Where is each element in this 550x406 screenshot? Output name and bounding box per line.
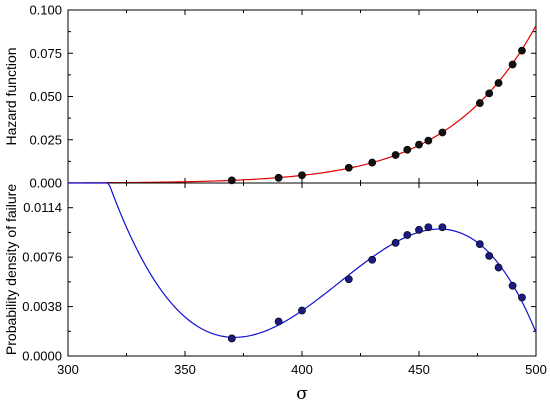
x-tick-label: 400 (291, 362, 313, 377)
pdf-plot-frame (67, 182, 537, 357)
hazard-data-point (274, 173, 283, 182)
hazard-y-tick-label: 0.000 (29, 176, 62, 191)
hazard-data-point (494, 79, 503, 87)
pdf-data-point (227, 334, 236, 343)
x-tick-label: 450 (408, 362, 430, 377)
hazard-data-point (475, 99, 484, 107)
hazard-y-tick-label: 0.100 (29, 3, 62, 18)
pdf-data-point (391, 238, 400, 247)
pdf-y-tick-label: 0.0000 (22, 349, 62, 364)
pdf-y-tick-label: 0.0076 (22, 250, 62, 265)
pdf-data-point (298, 306, 306, 315)
pdf-data-point (344, 275, 353, 284)
pdf-y-axis-title: Probability density of failure (3, 184, 19, 355)
hazard-y-tick-label: 0.075 (29, 46, 62, 61)
hazard-data-point (485, 89, 494, 98)
hazard-y-axis-title: Hazard function (3, 47, 19, 145)
pdf-data-point (485, 251, 494, 260)
pdf-y-tick-label: 0.0038 (22, 299, 62, 314)
x-axis-title: σ (296, 384, 308, 404)
pdf-data-point (518, 293, 526, 302)
hazard-data-point (518, 46, 526, 55)
pdf-y-tick-label: 0.0114 (23, 200, 62, 215)
pdf-data-point (274, 317, 283, 326)
hazard-data-point (508, 60, 517, 69)
hazard-y-tick-label: 0.025 (29, 132, 62, 147)
pdf-data-point (415, 225, 423, 234)
x-tick-label: 500 (525, 362, 547, 377)
pdf-data-point (508, 281, 517, 290)
hazard-data-point (227, 176, 236, 185)
hazard-data-point (344, 163, 353, 172)
pdf-data-point (494, 263, 503, 272)
hazard-fit-curve (67, 25, 537, 184)
hazard-y-tick-label: 0.050 (29, 89, 62, 104)
hazard-data-point (438, 128, 447, 137)
hazard-data-point (415, 140, 423, 149)
hazard-plot-frame (67, 9, 537, 184)
hazard-data-point (403, 145, 412, 154)
hazard-data-point (424, 136, 433, 145)
pdf-data-point (475, 240, 484, 249)
pdf-data-point (368, 255, 377, 264)
pdf-data-point (403, 231, 412, 239)
hazard-data-point (298, 171, 306, 180)
hazard-data-point (368, 158, 377, 167)
hazard-data-point (391, 151, 400, 159)
pdf-data-point (438, 223, 447, 232)
pdf-data-point (424, 223, 433, 232)
x-tick-label: 300 (57, 362, 79, 377)
x-tick-label: 350 (174, 362, 196, 377)
